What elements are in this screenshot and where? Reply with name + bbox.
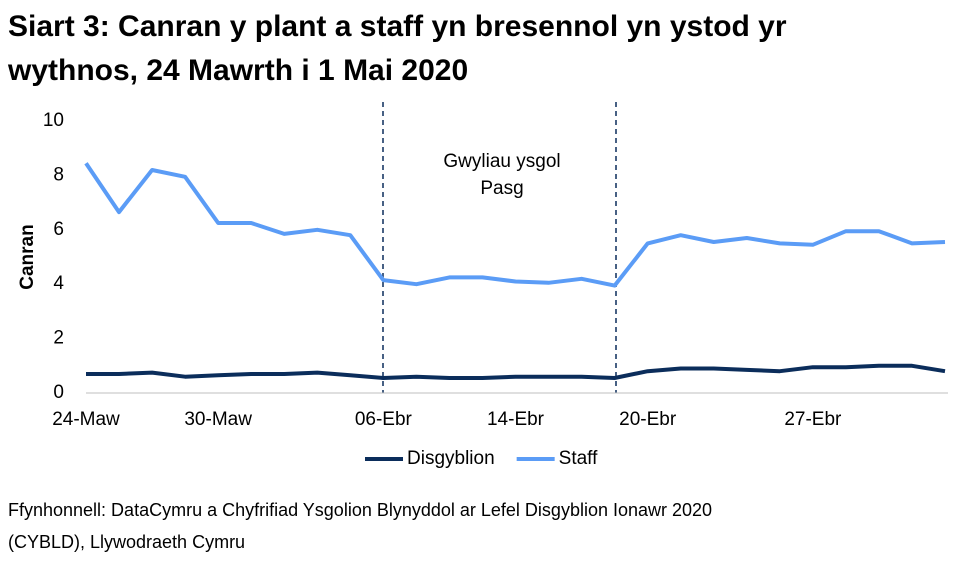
x-tick-label: 30-Maw	[184, 409, 252, 430]
source: Ffynhonnell: DataCymru a Chyfrifiad Ysgo…	[8, 500, 712, 520]
legend-label: Disgyblion	[407, 448, 495, 469]
y-tick-label: 0	[53, 382, 64, 403]
x-tick-label: 14-Ebr	[487, 409, 545, 430]
source: (CYBLD), Llywodraeth Cymru	[8, 532, 245, 552]
x-tick-label: 20-Ebr	[619, 409, 677, 430]
series-line	[84, 162, 946, 288]
chart-title: Siart 3: Canran y plant a staff yn brese…	[8, 10, 787, 43]
chart-title: wythnos, 24 Mawrth i 1 Mai 2020	[7, 54, 468, 87]
y-tick-label: 10	[43, 110, 64, 131]
x-tick-label: 24-Maw	[52, 409, 120, 430]
y-tick-label: 6	[53, 219, 64, 240]
x-tick-label: 06-Ebr	[355, 409, 413, 430]
y-tick-label: 8	[53, 164, 64, 185]
y-tick-label: 2	[53, 328, 64, 349]
annotation: Gwyliau ysgol	[443, 151, 560, 172]
series-line	[86, 363, 946, 380]
y-tick-label: 4	[53, 273, 64, 294]
x-tick-label: 27-Ebr	[784, 409, 842, 430]
annotation: Pasg	[480, 178, 523, 199]
legend-label: Staff	[559, 448, 598, 469]
y-axis-label: Canran	[17, 224, 38, 289]
